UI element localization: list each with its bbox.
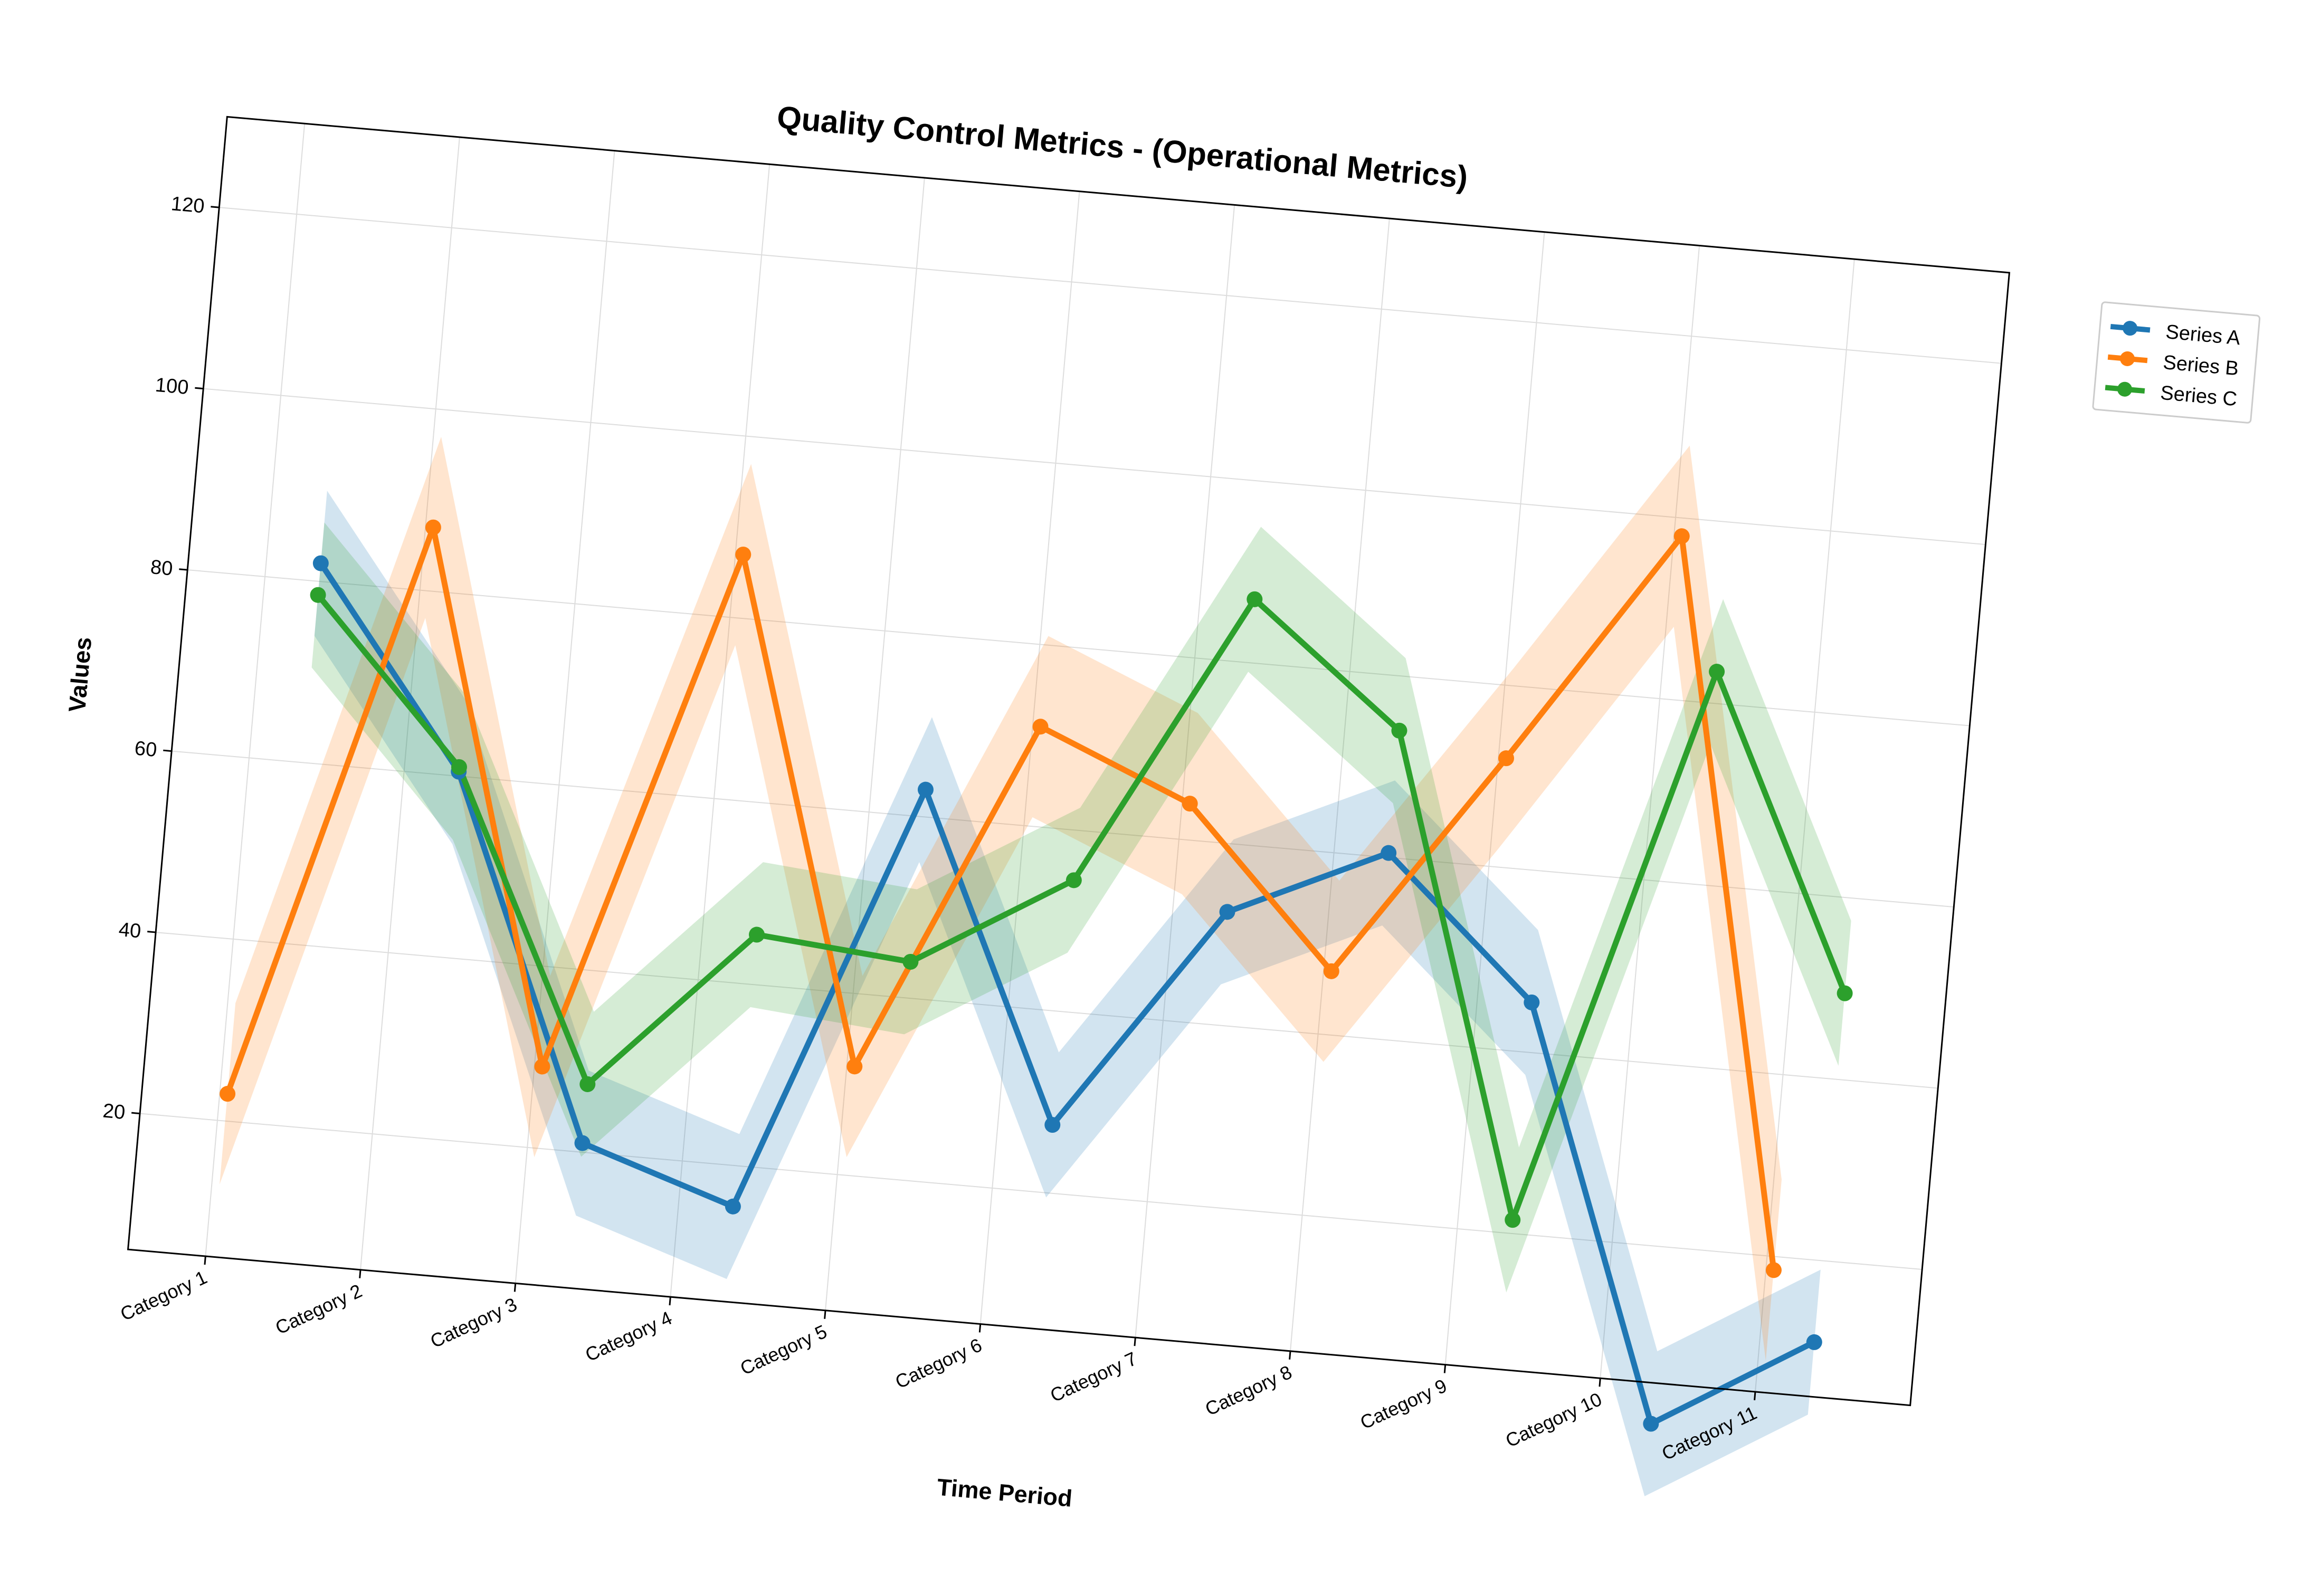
y-tick-label: 80 (149, 556, 174, 580)
data-point (1765, 1262, 1782, 1278)
x-tick (1443, 1364, 1447, 1373)
data-point (735, 547, 752, 563)
data-point (1032, 719, 1049, 735)
grid-line-x (670, 164, 771, 1297)
x-axis-label: Time Period (936, 1474, 1073, 1512)
data-point (846, 1058, 863, 1075)
confidence-bands (220, 436, 1851, 1496)
data-point (425, 519, 441, 536)
x-tick-label: Category 1 (117, 1266, 211, 1325)
series-band (314, 491, 1821, 1496)
data-point (1066, 872, 1082, 888)
grid-lines (139, 123, 2002, 1392)
data-point (1247, 591, 1263, 607)
y-axis-label: Values (63, 636, 97, 713)
chart-title: Quality Control Metrics - (Operational M… (776, 99, 1469, 195)
x-tick (978, 1324, 982, 1333)
data-point (451, 759, 467, 775)
legend-swatch-marker (2123, 321, 2138, 336)
plot-frame (127, 116, 2011, 1407)
x-tick-label: Category 2 (272, 1279, 365, 1339)
legend-swatch-marker (2117, 381, 2133, 397)
grid-line-x (1754, 259, 1855, 1392)
data-point (1391, 722, 1407, 739)
data-point (1498, 750, 1515, 767)
y-tick-label: 60 (134, 738, 158, 762)
data-point (534, 1058, 550, 1075)
y-tick-label: 20 (102, 1100, 126, 1124)
series-markers (220, 519, 1853, 1432)
data-point (725, 1198, 741, 1215)
grid-line-y (187, 569, 1970, 727)
data-point (1044, 1117, 1061, 1133)
grid-line-x (1290, 218, 1390, 1351)
grid-line-y (219, 207, 2002, 364)
x-tick-label: Category 6 (892, 1334, 985, 1393)
legend-swatch-marker (2120, 351, 2135, 366)
x-tick-label: Category 4 (582, 1307, 676, 1366)
data-point (748, 926, 765, 943)
data-point (1323, 963, 1339, 979)
x-tick-label: Category 5 (737, 1321, 830, 1380)
x-tick-label: Category 9 (1357, 1374, 1450, 1433)
data-point (1806, 1334, 1822, 1350)
data-point (1182, 796, 1198, 812)
data-point (1709, 664, 1725, 680)
grid-line-y (139, 1113, 1923, 1270)
data-point (312, 555, 329, 571)
series-band (220, 436, 1782, 1361)
grid-line-x (205, 123, 306, 1257)
grid-line-y (172, 750, 1954, 908)
chart-rotated-group: Category 1 Category 2 Category 3 Category 4… (63, 99, 2261, 1512)
data-point (1219, 904, 1235, 920)
y-tick-label: 40 (118, 919, 142, 943)
data-point (574, 1135, 591, 1151)
data-point (579, 1076, 596, 1092)
grid-line-y (203, 388, 1986, 546)
data-point (1643, 1416, 1659, 1432)
y-tick (163, 749, 172, 752)
y-tick-label: 100 (154, 374, 189, 399)
data-point (310, 587, 326, 603)
data-point (1505, 1212, 1521, 1228)
data-point (1837, 985, 1853, 1001)
grid-line-x (979, 191, 1080, 1324)
grid-line-x (1135, 205, 1235, 1338)
grid-line-y (156, 932, 1938, 1089)
x-tick-label: Category 7 (1047, 1347, 1140, 1407)
data-point (220, 1086, 236, 1102)
grid-line-x (515, 150, 615, 1284)
y-tick (179, 568, 188, 571)
x-tick-label: Category 10 (1502, 1388, 1605, 1451)
grid-line-x (1444, 232, 1545, 1365)
data-point (1673, 528, 1690, 544)
y-tick-label: 120 (170, 193, 205, 217)
data-point (1524, 994, 1540, 1010)
grid-line-x (1600, 245, 1700, 1379)
x-tick-label: Category 3 (427, 1293, 520, 1352)
x-tick-label: Category 8 (1202, 1361, 1295, 1420)
data-point (917, 781, 934, 798)
data-point (902, 953, 919, 970)
series-band (311, 522, 1851, 1293)
data-point (1381, 845, 1397, 861)
grid-line-x (825, 177, 925, 1311)
